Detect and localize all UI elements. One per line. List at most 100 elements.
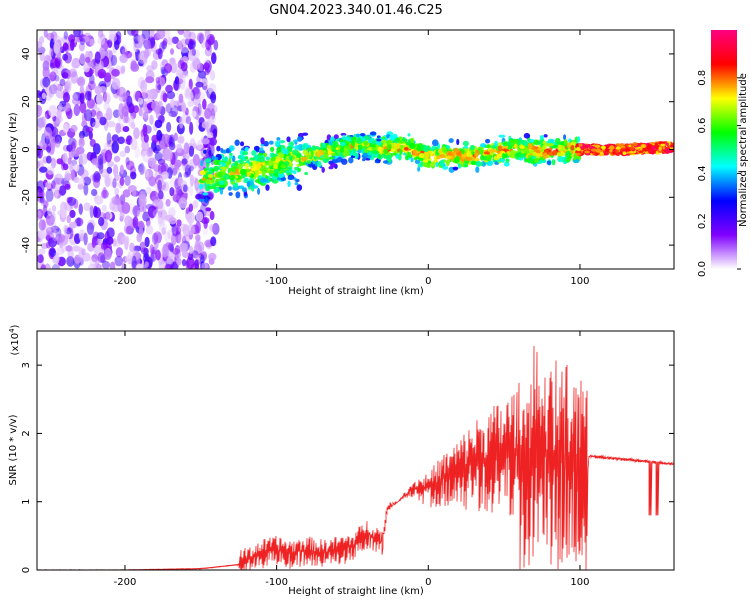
spectrogram-blob xyxy=(182,184,188,193)
spectrogram-blob xyxy=(119,150,127,157)
spectrogram-blob xyxy=(119,46,126,55)
spectrogram-blob xyxy=(603,152,609,156)
spectrogram-blob xyxy=(209,210,215,221)
spectrogram-blob xyxy=(273,164,278,170)
spectrogram-blob xyxy=(133,245,142,252)
spectrogram-blob xyxy=(242,151,249,156)
spectrogram-blob xyxy=(171,248,181,255)
spectrogram-blob xyxy=(130,63,140,72)
chart-title: GN04.2023.340.01.46.C25 xyxy=(269,3,443,18)
snr-x-ticks: -200 -100 0 100 xyxy=(114,331,590,588)
spectrogram-blob xyxy=(142,30,151,40)
spectrogram-blob xyxy=(146,126,151,134)
spectrogram-blob xyxy=(136,209,142,218)
spectrogram-blob xyxy=(92,173,97,183)
spectrogram-blob xyxy=(624,143,630,147)
spectrogram-blob xyxy=(62,123,69,134)
spectrogram-blob xyxy=(103,174,113,185)
spectrogram-blob xyxy=(124,255,134,264)
spectrogram-blob xyxy=(181,258,187,267)
spectrogram-blob xyxy=(124,145,131,154)
spectrogram-blob xyxy=(85,56,91,63)
spectrogram-blob xyxy=(70,141,76,152)
spectrogram-blob xyxy=(134,145,140,159)
spectrogram-blob xyxy=(194,177,199,191)
spectrogram-blob xyxy=(46,213,55,227)
spectrogram-blob xyxy=(73,30,81,38)
spectrogram-blob xyxy=(293,139,299,143)
spectrogram-blob xyxy=(270,153,278,158)
spectrogram-blob xyxy=(65,79,73,86)
spectrogram-blob xyxy=(37,180,45,193)
spectrogram-blob xyxy=(455,156,461,163)
spectrogram-blob xyxy=(200,217,210,224)
spectrogram-blob xyxy=(103,92,111,105)
spectrogram-blob xyxy=(212,185,217,190)
spectrogram-blob xyxy=(131,255,137,269)
spectrogram-blob xyxy=(268,140,274,145)
spectrogram-blob xyxy=(52,81,59,92)
spectrogram-blob xyxy=(43,30,48,38)
spectrogram-blob xyxy=(149,114,154,126)
spectrogram-blob xyxy=(42,76,51,88)
spectrogram-blob xyxy=(664,148,671,152)
spectrogram-blob xyxy=(551,159,556,166)
snr-y-multiplier: (x104) xyxy=(8,324,21,355)
spectrogram-blob xyxy=(71,59,80,69)
spectrogram-blob xyxy=(251,150,257,156)
spectrogram-blob xyxy=(310,146,317,151)
spectrogram-blob xyxy=(76,76,86,87)
spectrogram-blob xyxy=(515,152,522,158)
spectrogram-blob xyxy=(461,149,465,155)
spectrogram-blob xyxy=(189,165,194,172)
spectrogram-blob xyxy=(97,153,104,166)
spectrogram-blob xyxy=(101,204,107,212)
spectrogram-blob xyxy=(258,156,265,163)
spectrogram-blob xyxy=(155,249,161,261)
spectrogram-blob xyxy=(350,141,356,147)
spectrogram-blob xyxy=(121,202,131,214)
spectrogram-blob xyxy=(49,84,58,95)
spectrogram-blob xyxy=(55,136,61,148)
spectrogram-blob xyxy=(151,100,160,112)
spectrogram-blob xyxy=(572,158,580,164)
spectrogram-blob xyxy=(431,145,436,150)
spectrogram-blob xyxy=(111,68,120,77)
x-tick-label: -200 xyxy=(114,276,137,287)
spectrogram-blob xyxy=(63,81,70,91)
spectrogram-blob xyxy=(604,148,609,152)
spectrogram-blob xyxy=(45,155,52,164)
spectrogram-blob xyxy=(402,136,406,141)
spectrogram-blob xyxy=(277,163,283,170)
spectrogram-blob xyxy=(79,37,86,46)
spectrogram-blob xyxy=(328,140,333,146)
x-tick-label: -100 xyxy=(265,276,288,287)
spectrogram-blob xyxy=(210,91,217,104)
spectrogram-blob xyxy=(148,176,157,187)
spectrogram-blob xyxy=(277,152,285,159)
spectrogram-blob xyxy=(58,103,63,112)
spectrogram-blob xyxy=(97,68,107,79)
spectrogram-blob xyxy=(200,160,204,167)
spectrogram-blob xyxy=(128,115,135,128)
spectrogram-blob xyxy=(117,86,127,98)
spectrogram-blob xyxy=(45,181,52,189)
spectrogram-blob xyxy=(642,148,646,152)
spectrogram-blob xyxy=(408,154,413,158)
spectrogram-blob xyxy=(386,143,392,151)
spectrogram-blob xyxy=(151,60,158,70)
spectrogram-blob xyxy=(62,91,70,103)
spectrogram-blob xyxy=(224,156,228,163)
spectrogram-blob xyxy=(37,229,47,240)
spectrogram-blob xyxy=(533,157,539,163)
spectrogram-blob xyxy=(469,144,475,151)
spectrogram-blob xyxy=(140,247,150,255)
spectrogram-blob xyxy=(125,156,130,166)
spectrogram-blob xyxy=(37,160,41,168)
spectrogram-blob xyxy=(189,121,194,135)
spectrogram-blob xyxy=(129,242,135,253)
spectrogram-blob xyxy=(576,136,581,143)
spectrogram-blob xyxy=(45,146,52,153)
spectrogram-blob xyxy=(178,135,185,144)
colorbar-tick-label: 0.2 xyxy=(697,213,708,229)
